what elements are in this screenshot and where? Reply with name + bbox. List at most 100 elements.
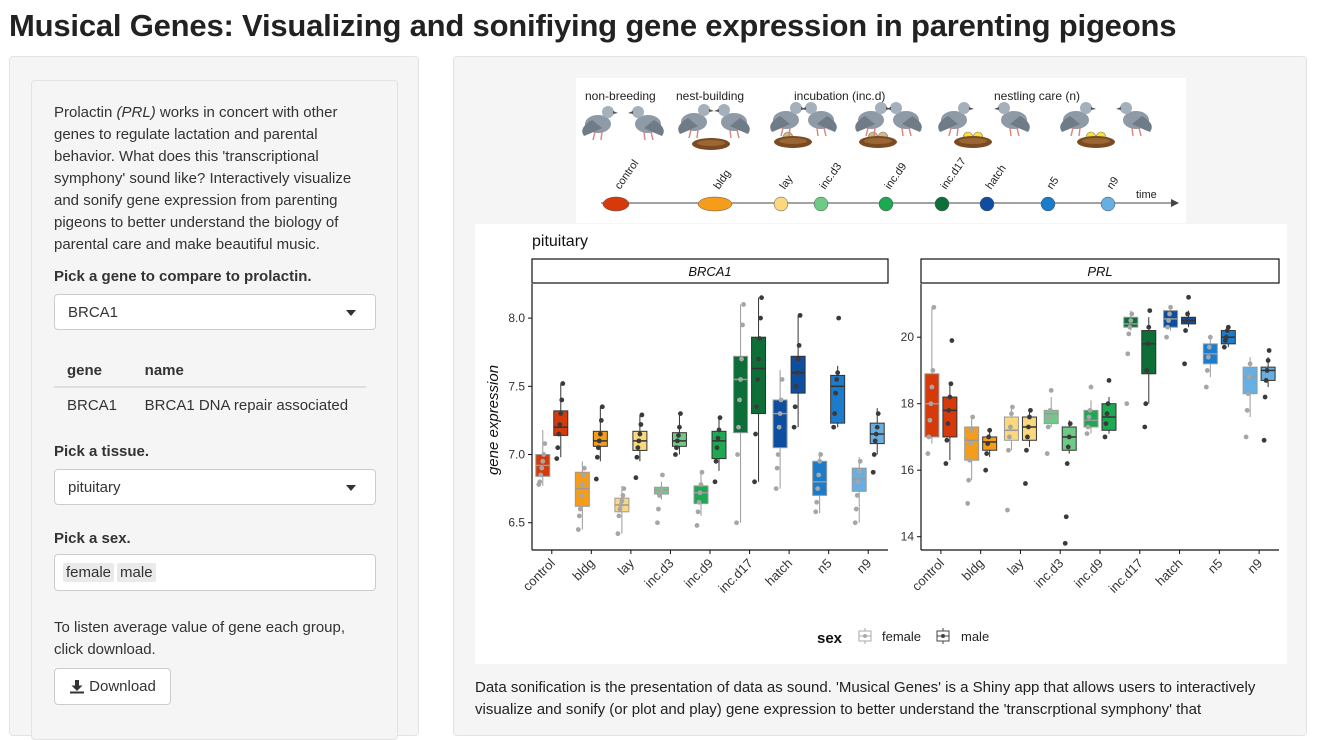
data-point (1103, 421, 1109, 427)
data-point (1064, 461, 1070, 466)
data-point (542, 441, 548, 446)
phase-label: nest-building (676, 89, 744, 103)
pigeon-icon (855, 102, 891, 137)
data-point (1168, 304, 1173, 310)
data-point (794, 370, 800, 376)
data-point (930, 368, 936, 373)
legend-key-female (858, 628, 872, 644)
data-point (675, 438, 680, 444)
box-female (733, 302, 749, 526)
data-point (1265, 358, 1271, 363)
sex-multi-select[interactable]: female male (54, 554, 376, 591)
gene-select[interactable]: BRCA1 (54, 294, 376, 330)
data-point (618, 502, 624, 508)
data-point (774, 465, 780, 471)
y-tick-label: 16 (901, 463, 915, 477)
download-icon (70, 680, 85, 694)
intro-text-start: Prolactin (54, 104, 117, 121)
data-point (1205, 354, 1211, 360)
sex-chip-male[interactable]: male (117, 563, 156, 582)
data-point (738, 377, 743, 382)
data-point (943, 461, 949, 466)
tissue-select[interactable]: pituitary (54, 469, 376, 505)
y-tick-label: 8.0 (508, 311, 525, 325)
data-point (1044, 451, 1050, 456)
table-header-row: gene name (54, 354, 366, 388)
legend-key-male (936, 628, 950, 644)
data-point (554, 456, 560, 462)
data-point (854, 493, 860, 498)
data-point (595, 445, 601, 451)
data-point (1087, 407, 1093, 413)
data-point (615, 531, 621, 537)
data-point (676, 433, 681, 438)
box-female (693, 469, 709, 528)
data-point (677, 424, 682, 430)
data-point (1185, 311, 1190, 317)
data-point (537, 479, 543, 485)
box-body (772, 399, 788, 449)
caret-down-icon (346, 485, 356, 491)
box-body (671, 432, 687, 447)
phase-label: non-breeding (585, 89, 656, 103)
data-point (633, 475, 639, 481)
data-point (1008, 424, 1013, 430)
data-point (777, 411, 783, 416)
data-point (984, 451, 990, 456)
data-point (985, 441, 991, 446)
data-point (752, 479, 757, 485)
box-male (632, 412, 648, 481)
pigeon-icon (714, 104, 750, 139)
data-point (697, 490, 703, 496)
data-point (756, 356, 761, 362)
column-header-name: name (131, 354, 366, 388)
data-point (616, 513, 622, 519)
main-panel: non-breeding nest-building incubation (inc… (453, 56, 1307, 736)
data-point (634, 454, 640, 460)
data-point (557, 422, 563, 427)
data-point (1086, 414, 1092, 420)
expression-boxplot: pituitary gene expression BRCA1 6.5 7.0 7.5… (475, 224, 1287, 664)
download-button[interactable]: Download (54, 668, 171, 705)
data-point (1266, 348, 1272, 353)
download-button-label: Download (89, 678, 156, 695)
tissue-select-label: Pick a tissue. (54, 443, 150, 460)
box-body (751, 336, 767, 415)
data-point (874, 424, 880, 430)
data-point (594, 454, 600, 460)
box-body (942, 396, 958, 438)
data-point (945, 421, 951, 427)
box-male (1260, 348, 1276, 443)
box-female (1003, 404, 1019, 513)
box-male (1061, 420, 1077, 546)
stage-illustration: non-breeding nest-building incubation (inc… (576, 78, 1186, 223)
facet-strip-label: BRCA1 (688, 264, 731, 279)
data-point (813, 509, 819, 515)
data-point (1125, 351, 1131, 357)
data-point (1182, 361, 1187, 367)
box-female (574, 461, 590, 532)
data-point (1167, 311, 1172, 317)
data-point (1009, 411, 1014, 417)
data-point (1143, 401, 1149, 407)
sex-chip-female[interactable]: female (63, 563, 115, 582)
data-point (597, 431, 603, 437)
box-female (1202, 334, 1218, 390)
pigeon-icon (994, 102, 1030, 137)
data-point (754, 404, 759, 410)
data-point (696, 499, 702, 505)
data-point (793, 383, 799, 389)
data-point (734, 520, 739, 526)
data-point (1147, 308, 1153, 313)
box-body (812, 460, 828, 496)
data-point (639, 412, 645, 418)
data-point (1085, 424, 1091, 430)
data-point (737, 397, 742, 403)
table-cell-name: BRCA1 DNA repair associated (144, 397, 349, 414)
data-point (621, 486, 627, 492)
data-point (578, 493, 584, 498)
data-point (759, 295, 764, 301)
data-point (674, 445, 679, 451)
data-point (560, 381, 566, 386)
data-point (1184, 318, 1189, 323)
